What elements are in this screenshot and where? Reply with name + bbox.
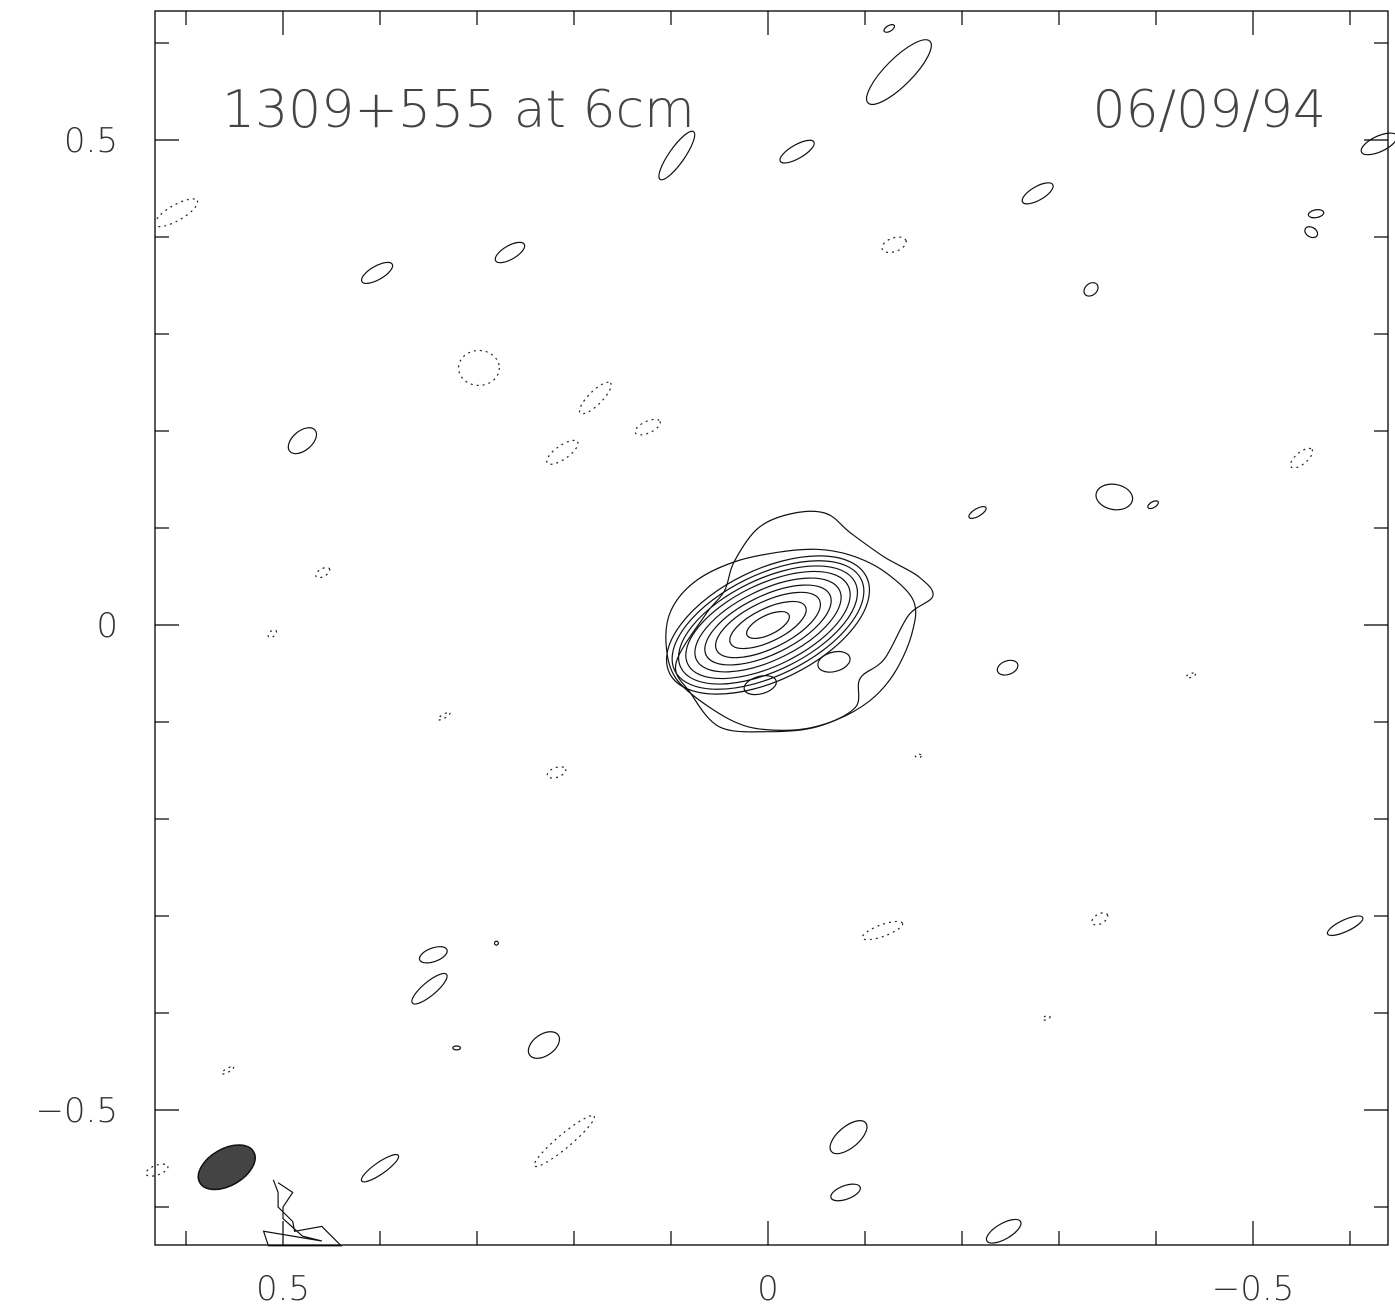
positive-contour-10 [1095,483,1134,511]
negative-contour-8 [315,566,331,579]
axis-tick-labels: 0.5 0 −0.5 0.5 0 −0.5 [35,121,1294,1309]
observation-date: 06/09/94 [1092,80,1326,140]
x-tick-label: 0.5 [256,1269,310,1309]
restoring-beam [197,1144,256,1191]
positive-contour-4 [658,130,696,181]
positive-contour-21 [452,1045,462,1051]
negative-contour-6 [881,236,907,254]
inner-contour-blob-1 [743,675,777,696]
negative-contour-10 [437,711,451,721]
positive-contour-19 [411,972,448,1005]
positive-contour-17 [1326,915,1364,937]
plot-title: 1309+555 at 6cm [222,80,695,140]
y-tick-label: 0.5 [64,121,118,161]
y-tick-label: −0.5 [35,1091,118,1131]
core-contour-level-4 [704,584,832,666]
negative-contour-12 [914,753,922,759]
contour-lines [145,24,1395,1247]
negative-contour-5 [546,439,579,465]
x-tick-label: −0.5 [1212,1269,1295,1309]
negative-contour-19 [145,1163,169,1177]
negative-contour-7 [1289,447,1314,469]
positive-contour-20 [527,1031,561,1059]
core-contour-level-9 [665,555,871,695]
core-contour-level-3 [714,591,822,659]
core-contour-level-1 [746,610,790,640]
core-contour-level-5 [694,577,842,673]
positive-contour-5 [779,139,815,164]
core-contour-level-8 [671,560,865,690]
negative-contour-3 [578,381,612,415]
negative-contour-14 [861,920,904,941]
edge-contour [262,1179,343,1247]
positive-contour-16 [1360,132,1395,156]
positive-contour-23 [829,1120,868,1155]
negative-contour-13 [1185,672,1197,679]
positive-contour-26 [985,1218,1022,1244]
plot-frame [154,10,1389,1246]
negative-contour-17 [221,1065,235,1075]
positive-contour-15 [1304,226,1319,239]
core-contour-level-7 [677,565,859,685]
negative-contour-9 [267,629,278,639]
negative-contour-1 [154,198,199,228]
axis-ticks [155,11,1388,1245]
positive-contour-13 [996,659,1019,676]
positive-contour-18 [418,946,448,964]
positive-contour-1 [287,427,318,455]
negative-contour-11 [546,766,567,779]
negative-contour-4 [634,418,661,436]
positive-contour-6 [866,39,932,106]
negative-contour-2 [457,349,500,387]
negative-contour-15 [1091,912,1109,926]
positive-contour-11 [1147,500,1159,510]
positive-contour-25 [360,1153,400,1183]
positive-contour-9 [1083,282,1099,297]
positive-contour-2 [360,261,394,285]
positive-contour-14 [1307,209,1325,219]
negative-contour-16 [1042,1014,1051,1021]
outer-contour-2 [674,510,934,733]
core-contour-level-2 [729,600,807,650]
core-contour-level-6 [685,570,851,680]
y-tick-label: 0 [96,606,118,646]
positive-contour-8 [1021,182,1054,205]
inner-contour-blob-2 [817,650,851,673]
positive-contour-12 [968,505,987,519]
positive-contour-24 [830,1183,861,1202]
positive-contour-3 [494,241,526,264]
negative-contour-18 [533,1114,595,1168]
positive-contour-7 [883,24,896,33]
x-tick-label: 0 [757,1269,779,1309]
positive-contour-22 [493,940,499,946]
outer-contour-1 [665,548,917,731]
